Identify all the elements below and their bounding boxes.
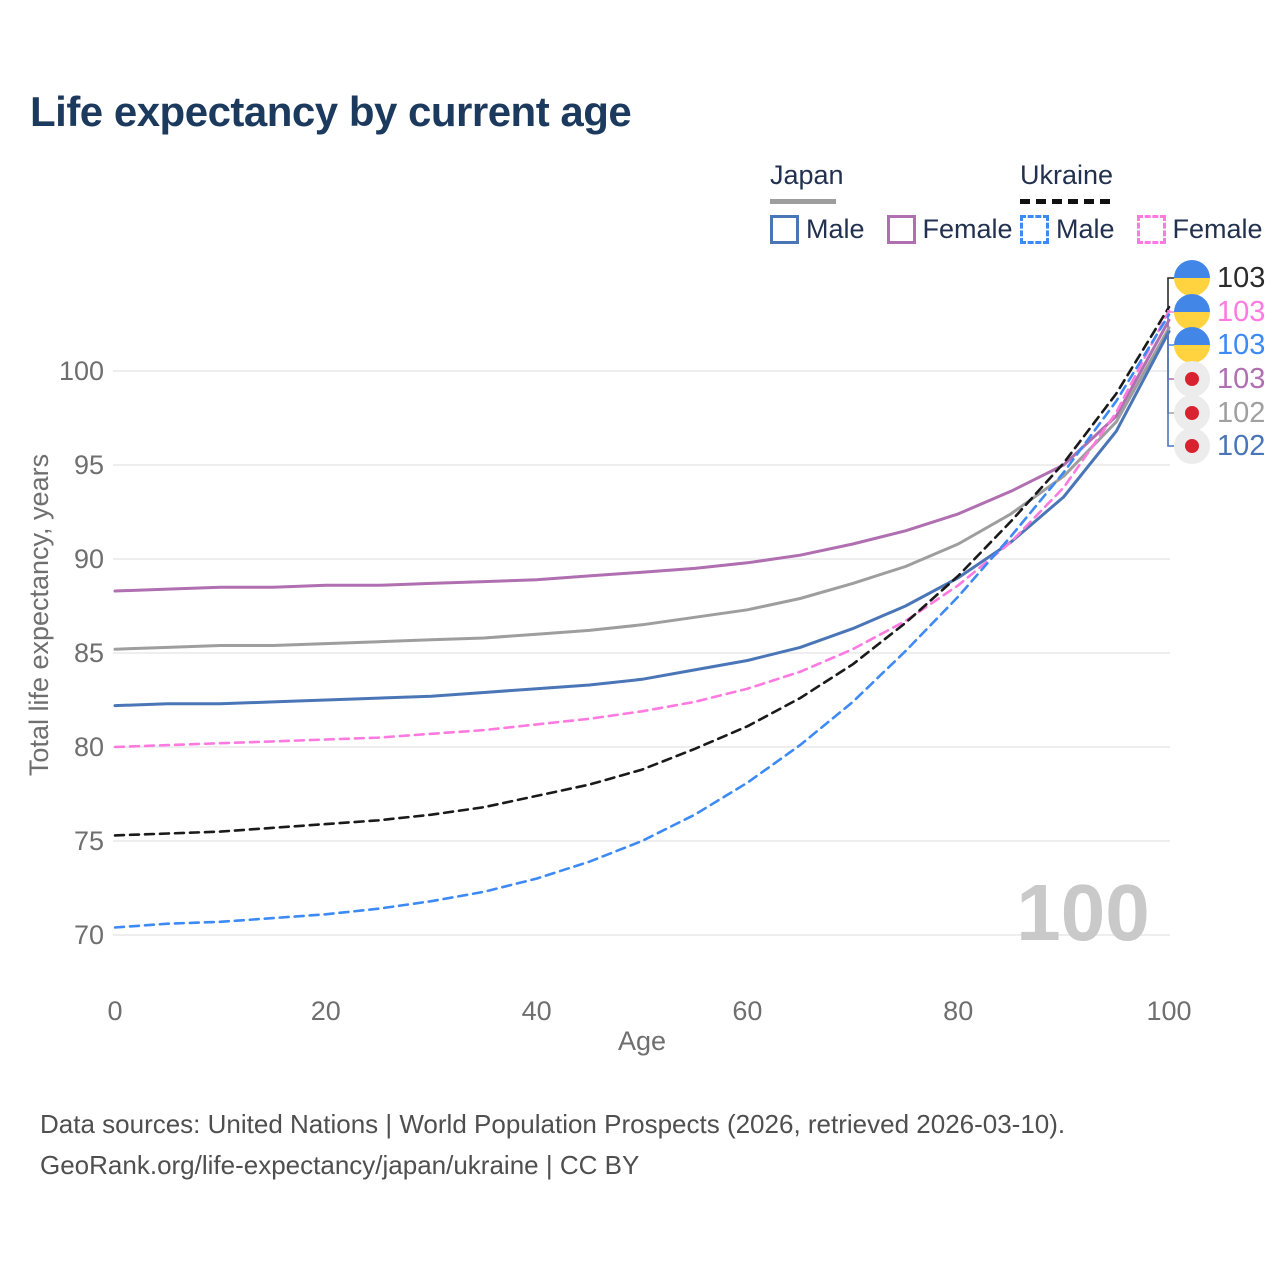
end-label-ukraine-total: 103 [1174,260,1265,296]
legend-ukraine-line-sample [1020,199,1110,204]
footer: Data sources: United Nations | World Pop… [40,1104,1065,1186]
x-tick-0: 0 [107,996,122,1026]
y-tick-70: 70 [74,920,104,950]
legend-japan-male-swatch-icon [770,215,799,244]
end-value: 102 [1217,396,1266,429]
y-tick-90: 90 [74,544,104,574]
y-tick-100: 100 [59,356,104,386]
legend-japan-title[interactable]: Japan [770,160,844,190]
end-value: 103 [1217,295,1266,328]
y-tick-95: 95 [74,450,104,480]
legend-japan-female[interactable]: Female [886,214,1013,245]
end-label-ukraine-female: 103 [1174,294,1265,330]
ukraine-flag-icon [1174,294,1210,330]
page-title: Life expectancy by current age [30,88,632,135]
x-axis-title: Age [618,1026,666,1056]
ukraine-flag-icon [1174,327,1210,363]
end-label-ukraine-male: 103 [1174,327,1265,363]
legend-japan-female-swatch-icon [886,215,916,244]
end-label-japan-male: 102 [1174,428,1265,464]
series-line-ukraine-female [113,309,1171,749]
x-tick-20: 20 [311,996,341,1026]
y-axis-title: Total life expectancy, years [24,454,54,776]
legend-ukraine-female-swatch-icon [1136,215,1166,244]
end-label-connector [1167,277,1176,308]
legend-japan-female-label: Female [922,214,1013,244]
end-label-connector [1167,310,1176,313]
legend-ukraine-male[interactable]: Male [1020,214,1115,245]
x-tick-40: 40 [522,996,552,1026]
series-line-ukraine-male [113,313,1171,929]
end-label-japan-female: 103 [1174,361,1265,397]
y-tick-80: 80 [74,732,104,762]
end-value: 103 [1217,261,1266,294]
ukraine-flag-icon [1174,260,1210,296]
legend-ukraine-title[interactable]: Ukraine [1020,160,1114,190]
legend-ukraine-male-label: Male [1056,214,1115,244]
series-line-ukraine [113,305,1171,837]
hover-age-watermark: 100 [1016,868,1149,957]
series-line-japan-male [113,330,1171,708]
japan-flag-icon [1174,428,1210,464]
end-label-connector [1167,330,1176,447]
x-tick-100: 100 [1146,996,1191,1026]
series-line-japan-female [113,318,1171,593]
y-tick-85: 85 [74,638,104,668]
legend-japan-male-label: Male [806,214,865,244]
legend-japan-line-sample [770,199,836,204]
legend-group-ukraine: Ukraine Male Female [1020,160,1280,245]
legend-ukraine-male-swatch-icon [1020,215,1049,244]
legend-ukraine-female[interactable]: Female [1136,214,1263,245]
legend-ukraine-female-label: Female [1172,214,1263,244]
japan-flag-icon [1174,395,1210,431]
x-tick-60: 60 [732,996,762,1026]
end-value: 102 [1217,429,1266,462]
japan-flag-icon [1174,361,1210,397]
y-tick-75: 75 [74,826,104,856]
legend-group-japan: Japan Male Female [770,160,1035,245]
end-value: 103 [1217,328,1266,361]
footer-sources: Data sources: United Nations | World Pop… [40,1109,1066,1139]
footer-attribution: GeoRank.org/life-expectancy/japan/ukrain… [40,1150,640,1180]
legend-japan-male[interactable]: Male [770,214,865,245]
series-line-japan [113,326,1171,651]
x-tick-80: 80 [943,996,973,1026]
end-label-japan-total: 102 [1174,395,1265,431]
end-value: 103 [1217,362,1266,395]
